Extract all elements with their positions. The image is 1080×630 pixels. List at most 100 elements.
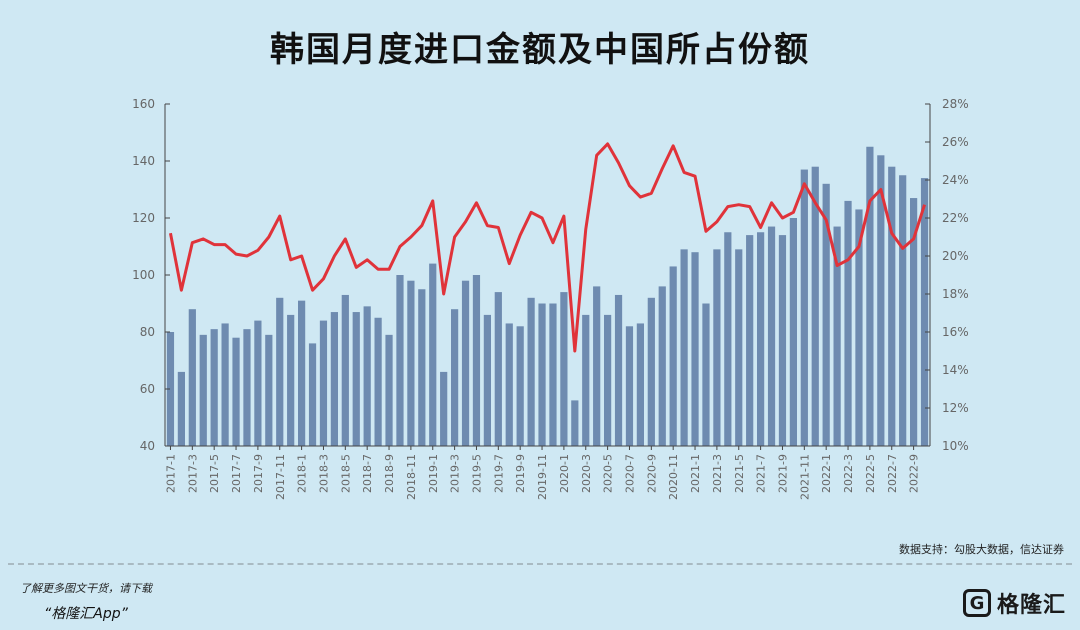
x-tick-label: 2017-7 — [230, 454, 243, 493]
x-tick-label: 2017-1 — [164, 454, 177, 493]
bar — [472, 275, 481, 446]
x-tick-label: 2019-3 — [449, 454, 462, 493]
bar — [910, 198, 918, 446]
bar — [538, 303, 546, 446]
y-left-tick-label: 80 — [140, 325, 155, 339]
bar — [363, 306, 371, 446]
y-left-tick-label: 120 — [132, 211, 155, 225]
bar — [254, 320, 262, 446]
y-right-tick-label: 10% — [942, 439, 969, 453]
bar — [789, 218, 797, 446]
x-tick-label: 2020-3 — [580, 454, 593, 493]
x-tick-label: 2018-3 — [317, 454, 330, 493]
bar — [483, 314, 491, 446]
bar — [658, 286, 666, 446]
y-right-tick-label: 12% — [942, 401, 969, 415]
bar — [811, 166, 819, 446]
bar — [582, 314, 590, 446]
axes-layer: 40 60 80 100 120 140 160 10% 12% 14% 16% 18% 20% 22% 2… — [132, 97, 969, 500]
bar — [767, 226, 776, 446]
bar — [232, 337, 240, 446]
x-tick-label: 2018-7 — [361, 454, 374, 493]
source-note: 数据支持：勾股大数据，信达证券 — [899, 543, 1064, 556]
y-right-tick-label: 18% — [942, 287, 969, 301]
x-tick-label: 2021-7 — [755, 454, 768, 493]
x-tick-label: 2019-11 — [536, 454, 549, 500]
x-tick-label: 2021-11 — [798, 454, 811, 500]
bar — [680, 249, 688, 446]
x-tick-label: 2022-5 — [864, 454, 877, 493]
y-left-tick-label: 40 — [140, 439, 155, 453]
x-tick-label: 2019-5 — [470, 454, 483, 493]
x-tick-label: 2020-5 — [602, 454, 615, 493]
bar — [527, 297, 535, 446]
x-tick-label: 2022-3 — [842, 454, 855, 493]
bar — [724, 232, 732, 446]
bar — [505, 323, 513, 446]
y-left-tick-label: 160 — [132, 97, 155, 111]
bar — [516, 326, 524, 446]
x-tick-label: 2018-11 — [405, 454, 418, 500]
x-tick-label: 2017-3 — [186, 454, 199, 493]
x-tick-label: 2019-9 — [514, 454, 527, 493]
x-tick-label: 2021-9 — [776, 454, 789, 493]
bar — [276, 297, 284, 446]
bar — [308, 343, 317, 446]
bar — [210, 329, 218, 446]
bar — [418, 289, 426, 446]
bar — [440, 371, 448, 446]
logo-text: 格隆汇 — [996, 593, 1066, 618]
x-tick-label: 2017-9 — [252, 454, 265, 493]
bar — [713, 249, 721, 446]
y-left-tick-label: 100 — [132, 268, 155, 282]
bar — [844, 200, 852, 446]
bar — [494, 292, 502, 446]
bar — [647, 297, 655, 446]
x-tick-label: 2021-5 — [733, 454, 746, 493]
x-tick-label: 2019-1 — [427, 454, 440, 493]
bar — [265, 334, 273, 446]
bar — [407, 280, 415, 446]
x-tick-label: 2020-7 — [623, 454, 636, 493]
bar — [429, 263, 437, 446]
bar — [800, 169, 808, 447]
bar — [451, 309, 459, 446]
x-tick-label: 2017-5 — [208, 454, 221, 493]
bar — [221, 323, 229, 446]
bar — [571, 400, 579, 446]
y-right-tick-label: 22% — [942, 211, 969, 225]
x-tick-label: 2021-1 — [689, 454, 702, 493]
x-tick-label: 2022-7 — [886, 454, 899, 493]
x-tick-label: 2022-9 — [908, 454, 921, 493]
x-tick-label: 2020-9 — [645, 454, 658, 493]
bar — [735, 249, 743, 446]
promo-text: 了解更多图文干货，请下载 — [20, 582, 152, 595]
bars-layer — [166, 146, 929, 447]
y-right-tick-label: 28% — [942, 97, 969, 111]
brand-logo: G 格隆汇 — [962, 586, 1066, 620]
y-right-tick-label: 26% — [942, 135, 969, 149]
bar — [669, 266, 677, 446]
bar — [702, 303, 710, 446]
y-right-tick-label: 24% — [942, 173, 969, 187]
bar — [625, 326, 634, 446]
bar — [396, 275, 404, 446]
bar — [352, 312, 360, 446]
x-tick-label: 2019-7 — [492, 454, 505, 493]
bar — [287, 314, 295, 446]
bar — [888, 166, 896, 446]
bar — [866, 146, 874, 446]
bar — [188, 309, 196, 446]
x-tick-label: 2017-11 — [274, 454, 287, 500]
y-left-tick-label: 60 — [140, 382, 155, 396]
bar — [593, 286, 601, 446]
x-tick-label: 2022-1 — [820, 454, 833, 493]
x-tick-label: 2020-1 — [558, 454, 571, 493]
line-layer — [168, 142, 926, 353]
x-tick-label: 2021-3 — [711, 454, 724, 493]
bar — [385, 334, 393, 446]
bar — [691, 252, 699, 446]
bar — [636, 323, 644, 446]
bar — [877, 155, 885, 447]
